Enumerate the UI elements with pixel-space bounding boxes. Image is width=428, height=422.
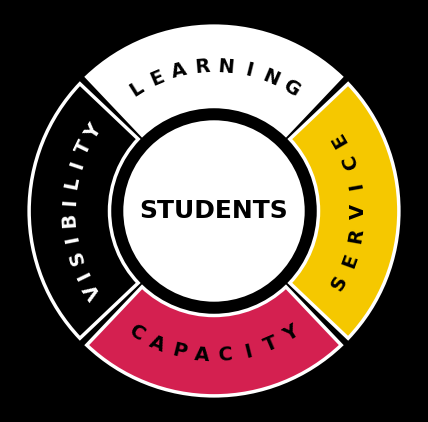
- Text: I: I: [243, 341, 254, 362]
- Text: A: A: [146, 333, 168, 356]
- Text: I: I: [243, 60, 254, 81]
- Text: E: E: [328, 128, 351, 149]
- Text: C: C: [125, 322, 148, 345]
- Text: T: T: [261, 333, 281, 355]
- Text: N: N: [217, 57, 235, 77]
- Text: I: I: [74, 267, 94, 281]
- Text: V: V: [81, 279, 105, 302]
- Text: N: N: [260, 66, 282, 90]
- Text: G: G: [279, 76, 303, 101]
- Text: S: S: [65, 247, 88, 267]
- Text: V: V: [349, 203, 368, 219]
- Text: S: S: [327, 273, 351, 294]
- Wedge shape: [290, 84, 399, 338]
- Text: T: T: [72, 138, 95, 158]
- Text: C: C: [218, 345, 234, 365]
- Circle shape: [122, 119, 306, 303]
- Wedge shape: [87, 26, 341, 135]
- Text: STUDENTS: STUDENTS: [140, 199, 288, 223]
- Text: I: I: [62, 233, 82, 244]
- Text: B: B: [59, 212, 80, 228]
- Wedge shape: [29, 84, 138, 338]
- Text: I: I: [67, 159, 87, 171]
- Text: E: E: [339, 251, 361, 270]
- Text: E: E: [147, 67, 167, 89]
- Text: R: R: [194, 57, 211, 77]
- Text: R: R: [346, 227, 367, 245]
- Text: Y: Y: [280, 322, 303, 345]
- Text: C: C: [339, 151, 361, 171]
- Wedge shape: [87, 287, 341, 396]
- Text: P: P: [170, 341, 188, 362]
- Text: L: L: [62, 175, 83, 191]
- Text: L: L: [126, 78, 147, 100]
- Text: Y: Y: [81, 121, 105, 143]
- Text: A: A: [194, 345, 211, 365]
- Text: I: I: [60, 197, 79, 206]
- Text: A: A: [170, 60, 189, 81]
- Text: I: I: [347, 181, 366, 191]
